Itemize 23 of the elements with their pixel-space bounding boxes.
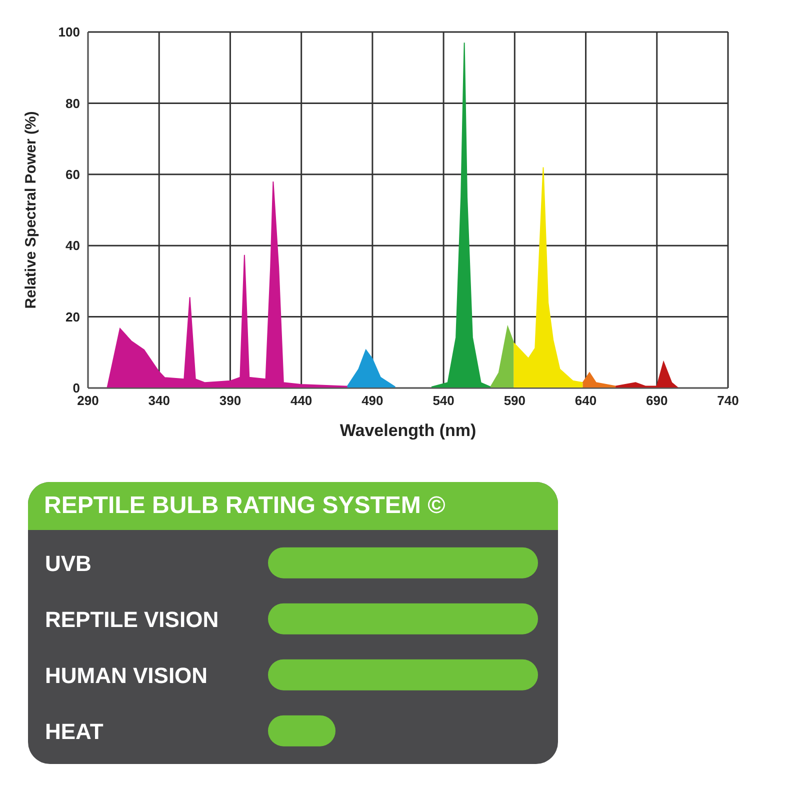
y-tick-label: 0 [72,380,80,396]
x-tick-label: 390 [219,393,242,408]
x-tick-label: 490 [362,393,384,408]
y-tick-label: 60 [66,167,80,182]
x-tick-label: 290 [77,393,99,408]
x-tick-label: 740 [717,393,739,408]
y-tick-label: UVB [45,550,92,576]
y-tick-label: HEAT [45,718,104,744]
y-tick-label: 100 [58,24,80,40]
y-axis-title: Relative Spectral Power (%) [22,111,40,309]
y-tick-label: 20 [66,309,80,324]
x-axis-title: Wavelength (nm) [340,421,476,440]
x-tick-label: 640 [574,393,597,408]
y-tick-label: REPTILE VISION [45,606,219,632]
y-tick-label: HUMAN VISION [45,662,208,688]
x-tick-label: 590 [504,393,526,408]
y-tick-label: 80 [66,96,80,111]
y-tick-label: 40 [66,238,80,254]
x-tick-label: 440 [290,393,312,408]
x-tick-label: 340 [148,393,170,408]
chart-title: REPTILE BULB RATING SYSTEM © [28,482,558,530]
x-tick-label: 540 [432,393,454,408]
x-tick-label: 690 [646,393,668,408]
